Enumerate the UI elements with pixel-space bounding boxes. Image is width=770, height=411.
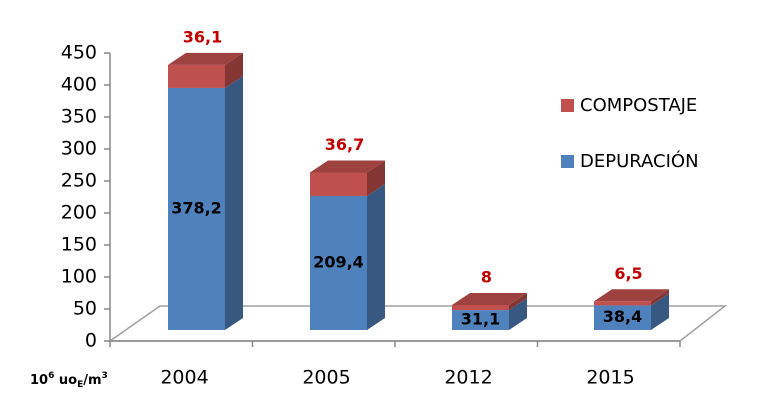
y-tick-label: 200 (61, 202, 97, 224)
unit-part: 3 (102, 371, 108, 381)
x-tick-label: 2004 (160, 367, 208, 389)
y-tick-label: 300 (61, 138, 97, 160)
value-label: 8 (481, 267, 492, 286)
x-tick-label: 2012 (444, 367, 492, 389)
value-label: 6,5 (614, 264, 642, 283)
value-label: 209,4 (313, 252, 364, 271)
legend-swatch (561, 99, 574, 112)
bar-side (651, 293, 669, 330)
value-label: 36,7 (325, 135, 364, 154)
unit-part: E (77, 380, 83, 390)
bar-front (310, 172, 367, 196)
bar-top (168, 52, 243, 65)
bar-side (225, 75, 243, 331)
y-tick-label: 50 (73, 298, 97, 320)
unit-part: 6 (48, 371, 54, 381)
bar-side (367, 160, 385, 196)
bar-side (225, 52, 243, 88)
y-unit: 106 uoE/m3 (30, 371, 108, 390)
value-label: 36,1 (183, 27, 222, 46)
legend-swatch (561, 155, 574, 168)
y-tick-label: 150 (61, 234, 97, 256)
y-tick-label: 350 (61, 106, 97, 128)
value-label: 378,2 (171, 198, 222, 217)
x-tick-label: 2005 (302, 367, 350, 389)
value-label: 38,4 (603, 307, 642, 326)
bar-front (452, 310, 509, 330)
value-label: 31,1 (461, 310, 500, 329)
bar-front (594, 305, 651, 330)
legend-label: COMPOSTAJE (580, 95, 697, 116)
y-tick-label: 400 (61, 74, 97, 96)
bar-front (168, 87, 225, 331)
unit-part: /m (83, 373, 101, 388)
unit-part: 10 (30, 373, 48, 388)
bar-front (452, 304, 509, 311)
bar-side (367, 183, 385, 330)
y-tick-label: 250 (61, 170, 97, 192)
y-tick-label: 0 (85, 330, 97, 352)
bar-top (452, 292, 527, 305)
y-tick-label: 450 (61, 42, 97, 64)
unit-part: uo (54, 373, 77, 388)
bar-top (594, 289, 669, 302)
bar-side (509, 298, 527, 330)
bar-front (168, 64, 225, 88)
bar-side (651, 289, 669, 306)
legend-label: DEPURACIÓN (580, 150, 699, 172)
bar-top (310, 160, 385, 173)
bar-front (594, 301, 651, 306)
y-tick-label: 100 (61, 266, 97, 288)
bar-front (310, 195, 367, 330)
bar-side (509, 292, 527, 311)
x-tick-label: 2015 (586, 367, 634, 389)
